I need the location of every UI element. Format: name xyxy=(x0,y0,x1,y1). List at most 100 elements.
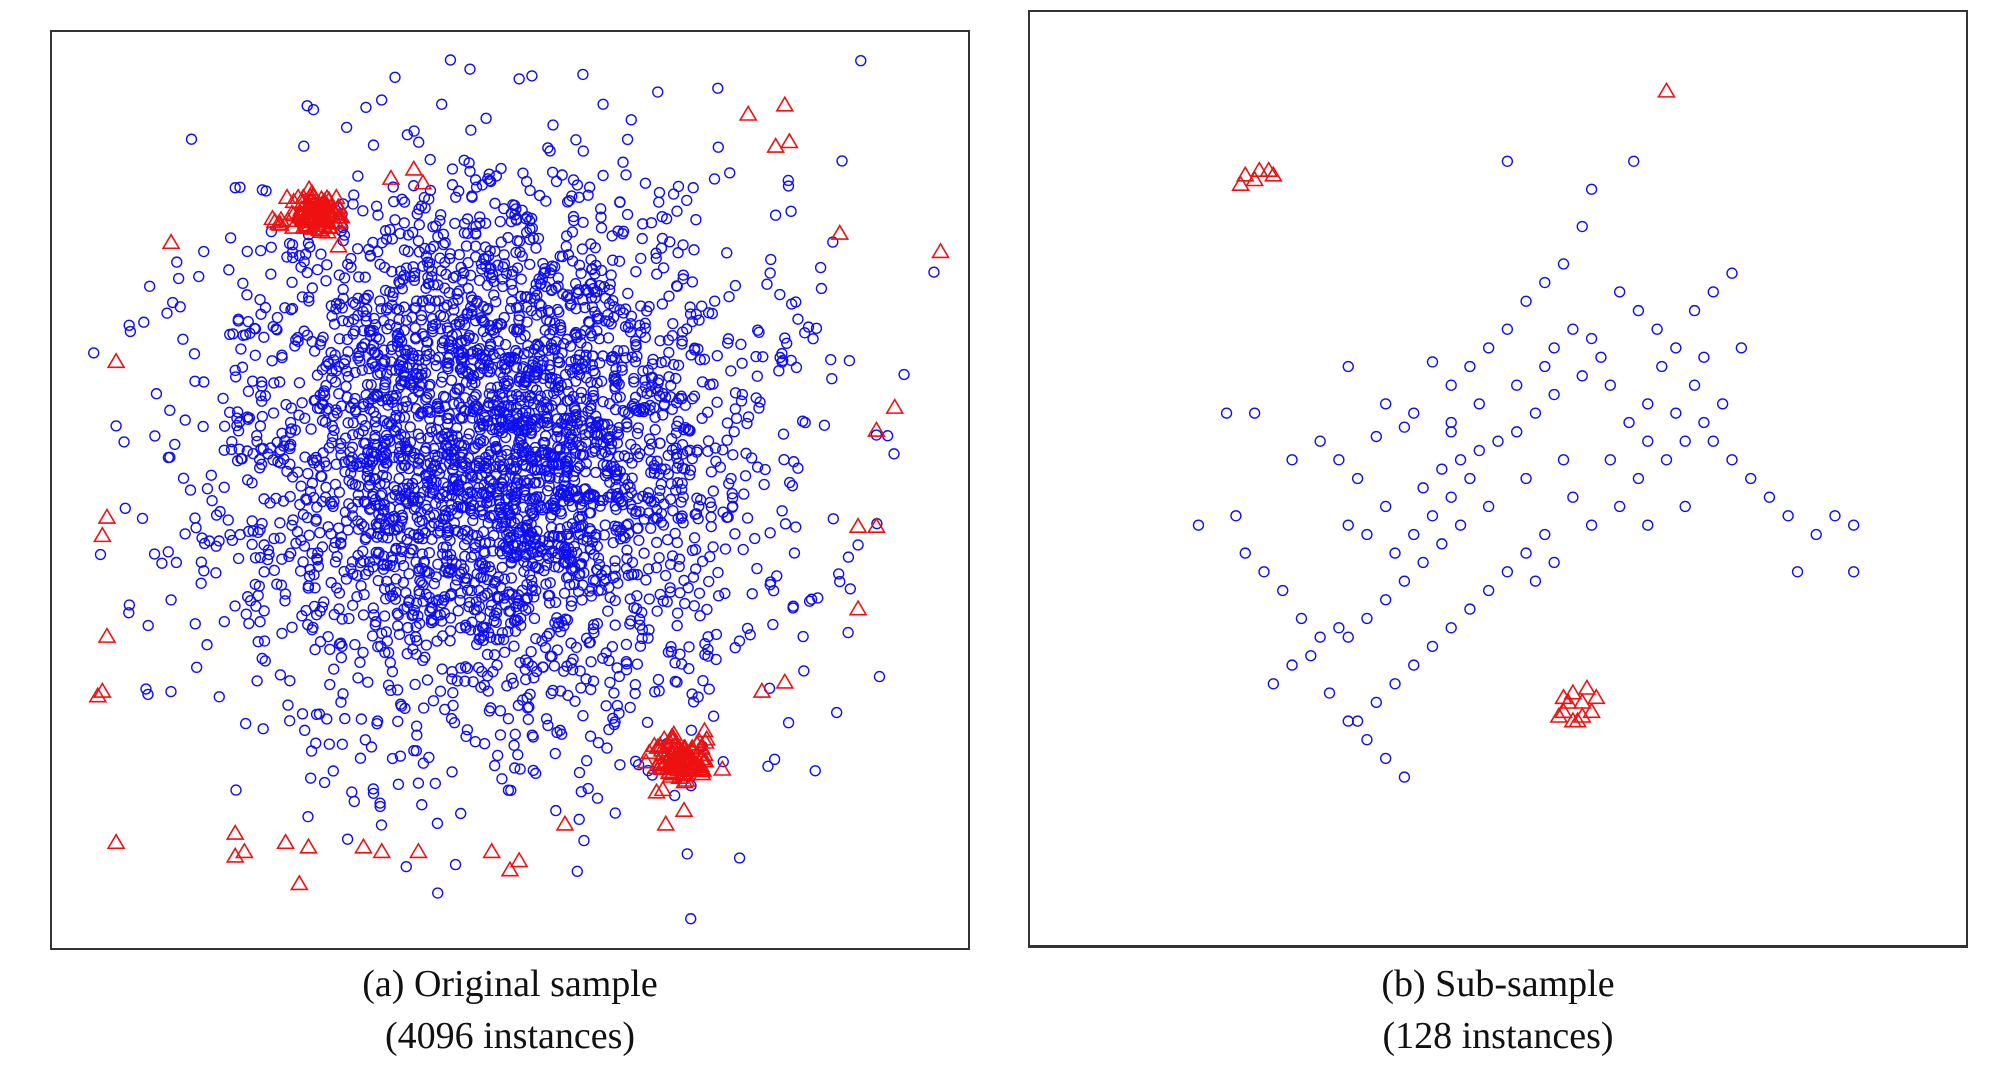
normal-point xyxy=(711,350,723,362)
normal-point xyxy=(243,617,255,630)
normal-point xyxy=(413,219,425,231)
normal-point xyxy=(390,321,403,333)
normal-point xyxy=(525,646,537,658)
normal-point xyxy=(439,703,451,716)
normal-point xyxy=(498,400,510,412)
normal-point xyxy=(1370,696,1382,709)
normal-point xyxy=(636,606,648,619)
normal-point xyxy=(685,724,698,736)
normal-point xyxy=(601,459,613,471)
normal-point xyxy=(671,205,683,217)
normal-point xyxy=(483,168,495,180)
normal-point xyxy=(342,346,354,358)
normal-point xyxy=(471,530,484,542)
normal-point xyxy=(524,688,536,700)
normal-point xyxy=(303,529,315,541)
normal-point xyxy=(582,286,595,298)
normal-point xyxy=(361,378,374,391)
normal-point xyxy=(382,433,394,445)
normal-point xyxy=(1295,612,1308,625)
normal-point xyxy=(385,684,397,697)
normal-point xyxy=(272,456,284,468)
normal-point xyxy=(1679,435,1691,447)
normal-point xyxy=(370,331,382,343)
normal-point xyxy=(451,507,464,520)
normal-point xyxy=(1230,510,1242,522)
normal-point xyxy=(230,371,242,383)
normal-point xyxy=(335,537,347,549)
normal-point xyxy=(513,301,525,314)
normal-point xyxy=(341,833,354,845)
normal-point xyxy=(842,551,855,563)
normal-point xyxy=(255,376,268,388)
normal-point xyxy=(1464,360,1476,373)
normal-point xyxy=(410,402,422,415)
normal-point xyxy=(298,140,310,152)
anomaly-point xyxy=(303,218,323,235)
normal-point xyxy=(530,767,542,780)
normal-point xyxy=(310,454,323,467)
normal-point xyxy=(338,358,350,370)
normal-point xyxy=(427,240,440,253)
normal-point xyxy=(451,422,463,434)
normal-point xyxy=(409,631,422,643)
normal-point xyxy=(425,614,438,626)
normal-point xyxy=(707,541,719,553)
normal-point xyxy=(494,581,507,593)
normal-point xyxy=(372,209,384,221)
anomaly-point xyxy=(1231,175,1250,191)
normal-point xyxy=(459,319,471,331)
normal-point xyxy=(201,639,213,651)
normal-point xyxy=(395,515,408,527)
normal-point xyxy=(317,331,329,343)
normal-point xyxy=(407,608,420,621)
normal-point xyxy=(626,472,638,484)
normal-point xyxy=(237,329,249,342)
normal-point xyxy=(346,786,358,798)
normal-point xyxy=(274,669,287,681)
normal-point xyxy=(436,499,448,512)
normal-point xyxy=(870,429,883,441)
normal-point xyxy=(407,544,419,556)
normal-point xyxy=(348,189,360,201)
normal-point xyxy=(498,473,510,486)
normal-point xyxy=(898,368,910,381)
normal-point xyxy=(275,579,288,591)
normal-point xyxy=(611,437,624,449)
normal-point xyxy=(1520,547,1532,559)
normal-point xyxy=(507,677,519,689)
normal-point xyxy=(439,237,451,249)
normal-point xyxy=(730,412,743,424)
normal-point xyxy=(704,378,716,391)
normal-point xyxy=(581,531,593,543)
normal-point xyxy=(306,624,318,636)
anomaly-point xyxy=(689,731,709,748)
normal-point xyxy=(488,289,500,301)
normal-point xyxy=(790,521,802,533)
normal-point xyxy=(1445,491,1457,503)
normal-point xyxy=(214,505,226,518)
normal-point xyxy=(1501,566,1514,578)
normal-point xyxy=(491,318,504,330)
normal-point xyxy=(274,517,286,529)
normal-point xyxy=(326,365,338,377)
normal-point xyxy=(402,229,415,241)
normal-point xyxy=(729,279,742,292)
normal-point xyxy=(582,490,594,502)
normal-point xyxy=(541,630,553,643)
normal-point xyxy=(223,264,235,276)
normal-point xyxy=(573,766,586,779)
normal-point xyxy=(363,556,376,568)
normal-point xyxy=(268,377,280,389)
normal-point xyxy=(532,550,545,562)
normal-point xyxy=(258,605,270,617)
normal-point xyxy=(510,388,523,401)
normal-point xyxy=(540,713,553,725)
normal-point xyxy=(310,515,322,527)
normal-point xyxy=(564,394,576,406)
normal-point xyxy=(647,513,660,525)
normal-point xyxy=(624,593,636,605)
normal-point xyxy=(658,398,671,410)
anomaly-point xyxy=(636,752,656,769)
normal-point xyxy=(286,239,299,251)
